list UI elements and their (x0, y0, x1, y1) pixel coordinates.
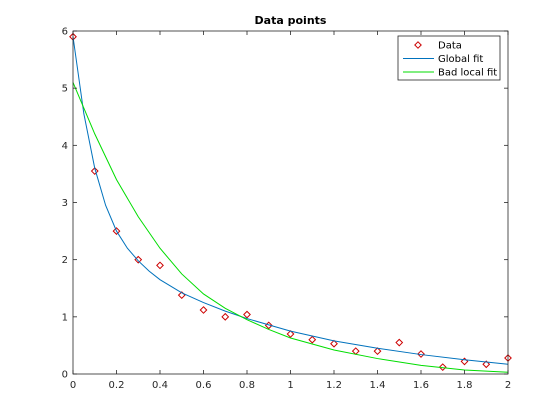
series-layer (69, 32, 512, 373)
legend-label: Global fit (438, 54, 483, 65)
x-tick-label: 1.8 (457, 380, 473, 391)
x-tick-label: 1.6 (413, 380, 429, 391)
x-tick-label: 1.2 (326, 380, 342, 391)
y-tick-label: 6 (62, 27, 68, 38)
data-point (373, 347, 382, 356)
x-tick-label: 0.2 (109, 380, 125, 391)
x-tick-label: 0.8 (239, 380, 255, 391)
x-tick-label: 0.6 (196, 380, 212, 391)
series-line-2 (72, 36, 509, 365)
axes-layer: 0 0.2 0.4 0.6 0.8 1 1.2 1.4 1.6 1.8 2 0 1 2 3 4 5 6 (62, 27, 512, 392)
data-point (438, 363, 447, 372)
data-point (243, 310, 251, 319)
data-point (221, 312, 230, 321)
data-point (417, 350, 425, 358)
y-tick-label: 4 (62, 141, 68, 152)
data-point (90, 167, 99, 175)
y-tick-label: 3 (62, 198, 68, 209)
data-point (330, 339, 338, 348)
x-tick-label: 1.4 (370, 380, 386, 391)
plot-area (73, 31, 508, 374)
data-point (308, 335, 317, 344)
data-point (112, 227, 121, 235)
data-point (395, 338, 404, 347)
data-point (199, 306, 208, 314)
data-point (482, 360, 491, 369)
y-tick-label: 5 (62, 84, 68, 95)
data-point (156, 261, 164, 270)
y-tick-label: 0 (62, 370, 68, 381)
legend-swatch-marker (414, 41, 422, 49)
y-tick-label: 2 (62, 255, 68, 266)
y-tick-label: 1 (62, 312, 68, 323)
x-tick-label: 0.4 (152, 380, 168, 391)
x-tick-label: 0 (70, 380, 76, 391)
legend: Data Global fit Bad local fit (397, 35, 501, 81)
series-line-3 (72, 82, 509, 373)
x-tick-label: 1 (287, 380, 293, 391)
chart-title: Data points (255, 14, 327, 27)
legend-label: Bad local fit (438, 68, 497, 79)
data-point (286, 330, 295, 338)
x-tick-label: 2 (505, 380, 511, 391)
legend-label: Data (438, 41, 462, 52)
